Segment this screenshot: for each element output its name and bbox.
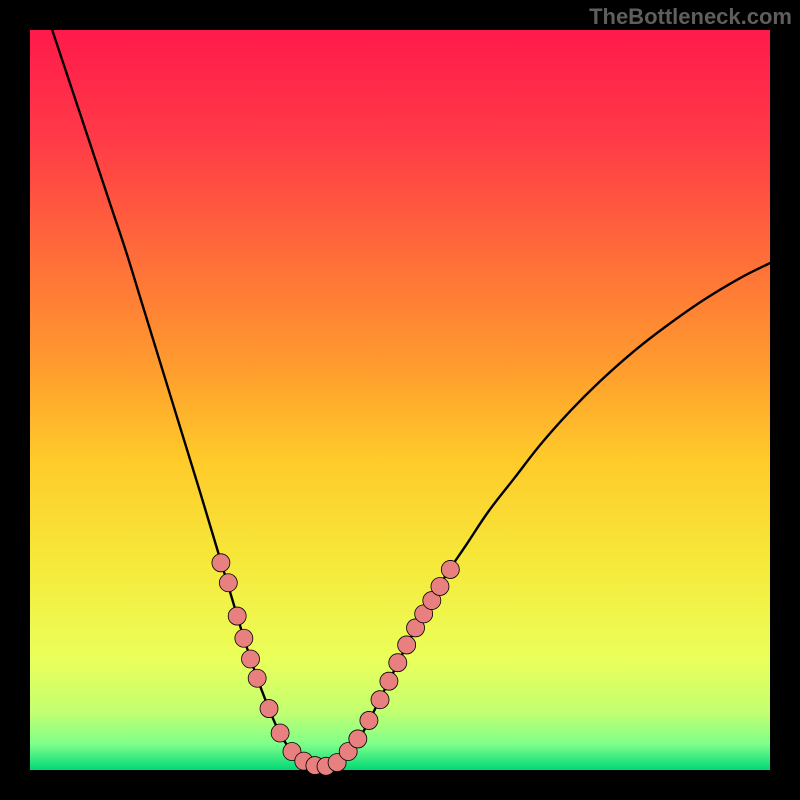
- data-marker: [441, 560, 459, 578]
- data-marker: [260, 700, 278, 718]
- data-marker: [380, 672, 398, 690]
- data-marker: [228, 607, 246, 625]
- data-marker: [242, 650, 260, 668]
- data-marker: [271, 724, 289, 742]
- bottleneck-chart: [0, 0, 800, 800]
- data-marker: [235, 629, 253, 647]
- data-marker: [389, 654, 407, 672]
- data-marker: [248, 669, 266, 687]
- data-marker: [431, 577, 449, 595]
- data-marker: [371, 691, 389, 709]
- chart-container: TheBottleneck.com: [0, 0, 800, 800]
- data-marker: [212, 554, 230, 572]
- data-marker: [360, 711, 378, 729]
- watermark-text: TheBottleneck.com: [589, 4, 792, 30]
- data-marker: [398, 636, 416, 654]
- data-marker: [219, 574, 237, 592]
- data-marker: [349, 730, 367, 748]
